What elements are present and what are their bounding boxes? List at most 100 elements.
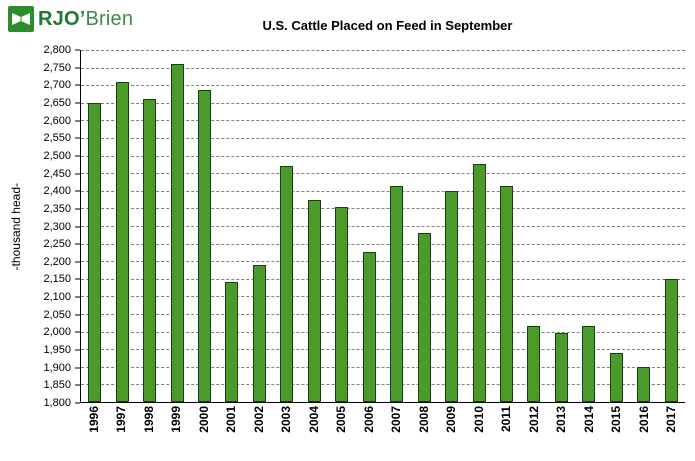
- bar-slot: [136, 50, 163, 402]
- bar-slot: [493, 50, 520, 402]
- x-slot: 2016: [630, 406, 658, 433]
- y-tick-mark: [75, 226, 80, 227]
- gridline: [81, 120, 685, 122]
- y-tick-mark: [75, 190, 80, 192]
- bar-slot: [548, 50, 575, 402]
- gridline: [81, 190, 685, 192]
- x-tick-label: 1997: [114, 406, 129, 433]
- bar-2002: [252, 264, 266, 402]
- x-slot: 2002: [245, 406, 273, 433]
- x-tick-label: 2010: [471, 406, 486, 433]
- bar-slot: [246, 50, 273, 402]
- x-tick-label: 2017: [664, 406, 679, 433]
- bar-2012: [527, 326, 541, 402]
- gridline: [81, 384, 685, 386]
- gridline: [81, 138, 685, 139]
- bar-slot: [163, 50, 190, 402]
- bar-slot: [191, 50, 218, 402]
- y-tick-mark: [75, 208, 80, 210]
- x-tick-label: 2005: [334, 406, 349, 433]
- bar-slot: [630, 50, 657, 402]
- rjobrien-logo-icon: [8, 6, 34, 32]
- x-tick-label: 2015: [609, 406, 624, 433]
- x-tick-label: 2001: [224, 406, 239, 433]
- bar-slot: [81, 50, 108, 402]
- x-tick-label: 2014: [581, 406, 596, 433]
- y-tick-mark: [75, 155, 80, 157]
- x-slot: 2012: [520, 406, 548, 433]
- x-slot: 1999: [163, 406, 191, 433]
- y-tick-mark: [75, 296, 80, 298]
- y-tick-label: 1,950: [43, 344, 71, 357]
- bars-layer: [81, 50, 685, 402]
- bar-2017: [664, 278, 678, 402]
- y-tick-label: 2,200: [43, 255, 71, 268]
- gridline: [81, 85, 685, 87]
- x-tick-label: 2008: [416, 406, 431, 433]
- bar-2016: [637, 366, 651, 402]
- bar-slot: [383, 50, 410, 402]
- x-tick-label: 1996: [86, 406, 101, 433]
- bar-slot: [273, 50, 300, 402]
- x-tick-label: 2006: [361, 406, 376, 433]
- x-slot: 2013: [548, 406, 576, 433]
- x-slot: 2003: [273, 406, 301, 433]
- bar-2004: [307, 199, 321, 402]
- bar-2008: [417, 233, 431, 402]
- logo-text-bold: RJO: [38, 8, 80, 30]
- bar-slot: [356, 50, 383, 402]
- bar-1998: [143, 99, 157, 402]
- y-tick-mark: [75, 173, 80, 175]
- bar-slot: [328, 50, 355, 402]
- x-tick-label: 2004: [306, 406, 321, 433]
- bar-slot: [438, 50, 465, 402]
- y-tick-label: 2,600: [43, 114, 71, 127]
- y-tick-label: 2,750: [43, 61, 71, 74]
- bar-2007: [390, 185, 404, 402]
- y-tick-label: 1,900: [43, 361, 71, 374]
- x-tick-label: 1999: [169, 406, 184, 433]
- x-tick-label: 2003: [279, 406, 294, 433]
- gridline: [81, 366, 685, 368]
- x-slot: 2007: [383, 406, 411, 433]
- gridline: [81, 261, 685, 263]
- gridline: [81, 331, 685, 333]
- x-slot: 1996: [80, 406, 108, 433]
- y-tick-label: 2,150: [43, 273, 71, 286]
- x-slot: 2009: [438, 406, 466, 433]
- y-tick-mark: [75, 278, 80, 280]
- y-tick-label: 1,850: [43, 379, 71, 392]
- x-slot: 2014: [575, 406, 603, 433]
- gridline: [81, 173, 685, 175]
- bar-2015: [609, 352, 623, 402]
- gridline: [81, 314, 685, 315]
- x-tick-label: 2016: [636, 406, 651, 433]
- bar-slot: [410, 50, 437, 402]
- logo-text-rest: Brien: [85, 8, 134, 30]
- gridline: [81, 278, 685, 280]
- gridlines-layer: [81, 50, 685, 402]
- x-slot: 2001: [218, 406, 246, 433]
- y-tick-mark: [75, 261, 80, 263]
- bar-slot: [108, 50, 135, 402]
- x-slot: 2006: [355, 406, 383, 433]
- gridline: [81, 208, 685, 210]
- gridline: [81, 155, 685, 157]
- rjobrien-logo: RJO’Brien: [8, 6, 133, 32]
- chart-header: RJO’Brien U.S. Cattle Placed on Feed in …: [0, 0, 695, 46]
- y-tick-mark: [75, 384, 80, 386]
- gridline: [81, 296, 685, 298]
- y-tick-label: 2,400: [43, 185, 71, 198]
- y-tick-label: 2,700: [43, 79, 71, 92]
- gridline: [81, 102, 685, 104]
- x-slot: 2004: [300, 406, 328, 433]
- y-tick-mark: [75, 67, 80, 69]
- x-tick-label: 2012: [526, 406, 541, 433]
- y-tick-label: 2,450: [43, 167, 71, 180]
- gridline: [81, 243, 685, 245]
- y-tick-label: 2,500: [43, 149, 71, 162]
- gridline: [81, 349, 685, 351]
- x-tick-label: 2007: [389, 406, 404, 433]
- bar-2013: [554, 333, 568, 402]
